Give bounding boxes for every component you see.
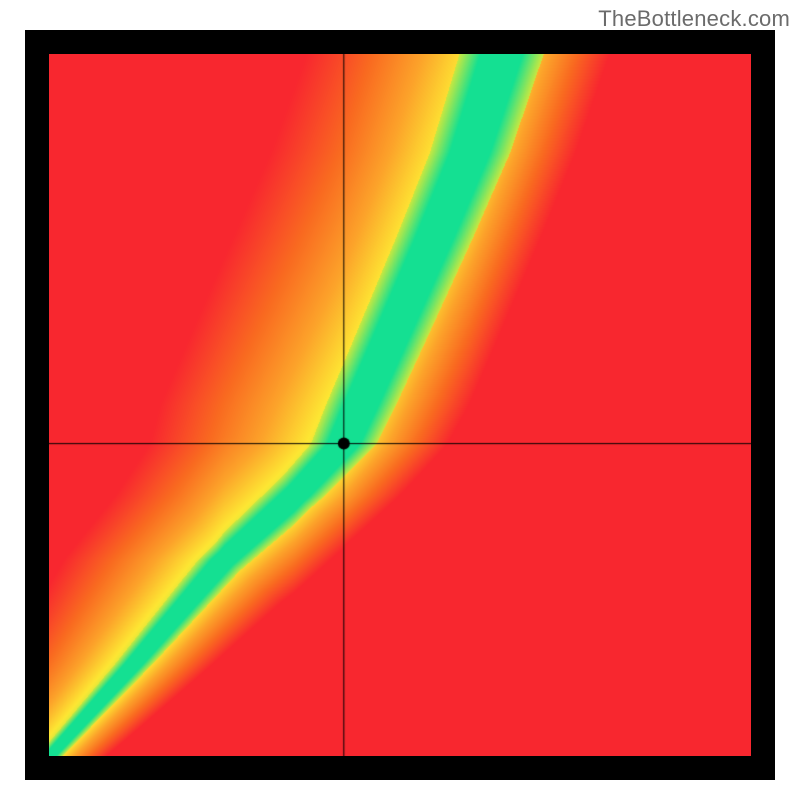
bottleneck-heatmap: [25, 30, 775, 780]
heatmap-canvas: [49, 54, 751, 756]
watermark-text: TheBottleneck.com: [598, 6, 790, 32]
